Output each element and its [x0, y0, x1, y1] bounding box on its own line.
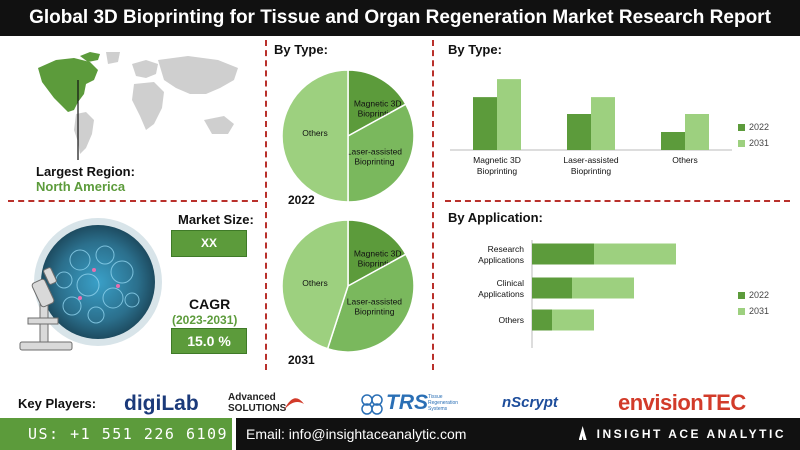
pie-slice-label: Magnetic 3D Bioprinting	[354, 248, 402, 268]
advanced-solutions-swoosh-icon	[284, 398, 304, 410]
legend-swatch	[738, 124, 745, 131]
brand-name: INSIGHT ACE ANALYTIC	[596, 427, 786, 441]
largest-region-value: North America	[36, 179, 126, 194]
pie-slice-label: Others	[302, 278, 328, 288]
bar-2022	[532, 243, 594, 265]
pie-2022-slices: Magnetic 3D Bioprinting Laser-assisted Biop…	[281, 69, 415, 203]
logo-advanced-solutions: Advanced SOLUTIONS	[228, 390, 308, 418]
legend-label: 2031	[749, 306, 769, 316]
bar-2031	[497, 79, 521, 150]
pie-slice	[347, 219, 407, 288]
bar-2031	[572, 277, 634, 299]
legend-label: 2022	[749, 290, 769, 300]
bar-chart-by-application: By Application: Research Applications Clin…	[448, 210, 769, 348]
footer-phone: US: +1 551 226 6109	[0, 418, 232, 450]
bar-2022	[532, 277, 572, 299]
bar-2022	[661, 132, 685, 150]
pie-2022-year: 2022	[288, 193, 315, 207]
advanced-solutions-text: Advanced SOLUTIONS	[228, 392, 287, 414]
footer-brand: INSIGHT ACE ANALYTIC	[578, 418, 786, 450]
legend-label: 2031	[749, 138, 769, 148]
pie-chart-2022: By Type: Magnetic 3D Bioprinting Laser-ass…	[274, 42, 415, 207]
bar-2022	[473, 97, 497, 150]
bar-2031	[594, 243, 676, 265]
bar-chart-by-type: By Type: Magnetic 3D Bioprinting Laser-ass…	[448, 42, 769, 176]
legend-swatch	[738, 140, 745, 147]
divider-right-horizontal	[445, 200, 790, 202]
logo-nscrypt: nScrypt	[502, 394, 558, 411]
category-label: Laser-assisted Bioprinting	[563, 155, 619, 176]
report-title: Global 3D Bioprinting for Tissue and Org…	[0, 0, 800, 36]
divider-left-horizontal	[8, 200, 258, 202]
category-label: Magnetic 3D Bioprinting	[473, 155, 521, 176]
pie-2022-title: By Type:	[274, 42, 328, 57]
largest-region-label: Largest Region:	[36, 164, 135, 179]
bar-app-title: By Application:	[448, 210, 543, 225]
legend-swatch	[738, 292, 745, 299]
trs-name: TRS	[386, 391, 428, 414]
pie-slice	[326, 253, 415, 353]
petri-dish-illustration	[19, 218, 162, 351]
cagr-label: CAGR	[189, 296, 231, 312]
pie-slice	[281, 69, 349, 203]
logo-digilab: digiLab	[124, 392, 199, 415]
market-size-value: XX	[171, 230, 247, 257]
pie-slice-label: Laser-assisted Bioprinting	[347, 296, 403, 316]
brand-logo-icon	[578, 426, 587, 440]
world-map-icon	[38, 52, 238, 160]
category-label: Research Applications	[478, 244, 524, 265]
pie-chart-2031: Magnetic 3D Bioprinting Laser-assisted Biop…	[281, 219, 415, 367]
legend-swatch	[738, 308, 745, 315]
bar-2022	[532, 309, 552, 331]
bar-2031	[685, 114, 709, 150]
key-players-label: Key Players:	[18, 396, 97, 411]
bar-2031	[552, 309, 594, 331]
cagr-value: 15.0 %	[171, 328, 247, 354]
market-size-label: Market Size:	[178, 212, 254, 227]
category-label: Clinical Applications	[478, 278, 524, 299]
bar-2022	[567, 114, 591, 150]
pie-slice-label: Magnetic 3D Bioprinting	[354, 98, 402, 118]
pie-slice-label: Others	[302, 128, 328, 138]
logo-envisiontec: envisionTEC	[618, 390, 746, 415]
bar-type-title: By Type:	[448, 42, 502, 57]
bar-2031	[591, 97, 615, 150]
divider-left	[265, 40, 267, 370]
category-label: Others	[672, 155, 698, 165]
logo-trs: TRS Tissue Regeneration Systems	[360, 390, 470, 418]
pie-slice	[347, 103, 415, 203]
legend-label: 2022	[749, 122, 769, 132]
pie-slice-label: Laser-assisted Bioprinting	[347, 146, 403, 166]
pie-slice	[281, 219, 349, 350]
footer-email[interactable]: Email: info@insightaceanalytic.com	[246, 426, 467, 442]
category-label: Others	[498, 315, 524, 325]
trs-tagline: Tissue Regeneration Systems	[428, 394, 459, 412]
cagr-period: (2023-2031)	[172, 313, 238, 327]
pie-2031-year: 2031	[288, 353, 315, 367]
trs-molecule-icon	[361, 394, 383, 415]
footer-contact-bar: Email: info@insightaceanalytic.com INSIG…	[236, 418, 800, 450]
pie-slice	[347, 69, 407, 138]
divider-right	[432, 40, 434, 370]
pie-2031-slices: Magnetic 3D Bioprinting Laser-assisted Biop…	[281, 219, 415, 353]
